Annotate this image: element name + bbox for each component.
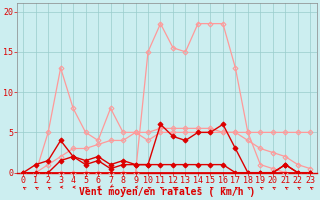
X-axis label: Vent moyen/en rafales ( km/h ): Vent moyen/en rafales ( km/h ) xyxy=(79,187,255,197)
